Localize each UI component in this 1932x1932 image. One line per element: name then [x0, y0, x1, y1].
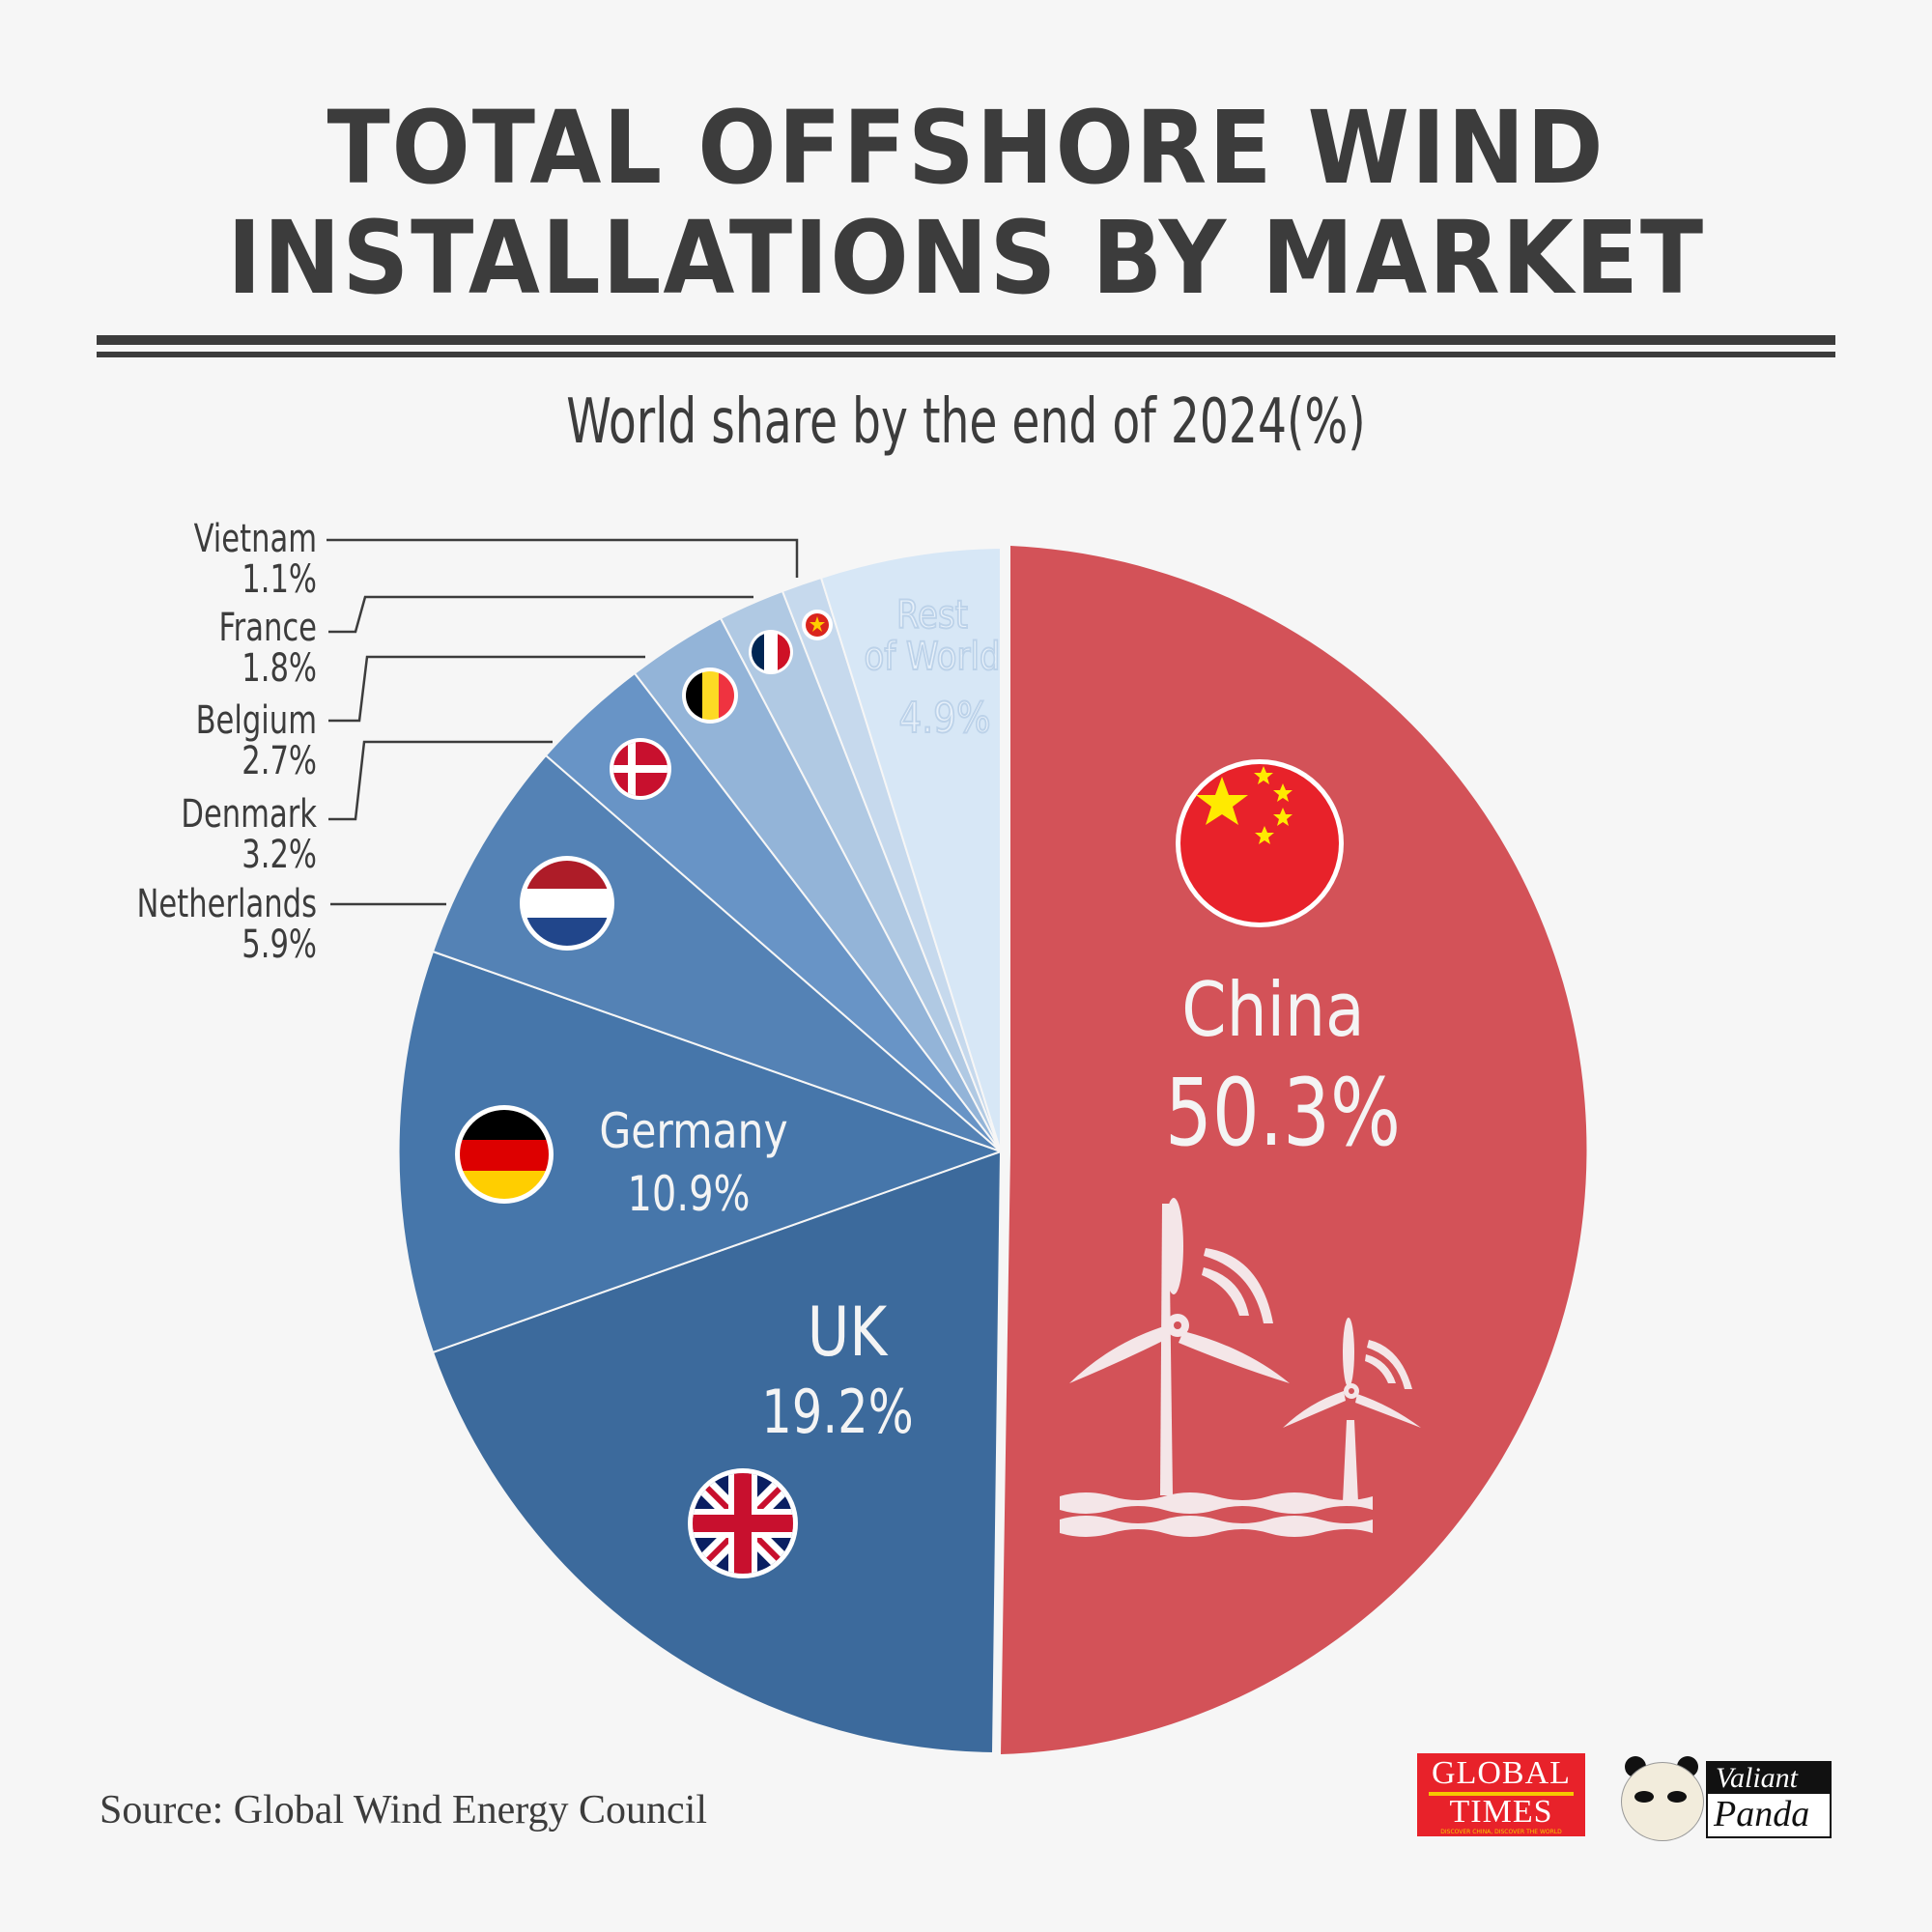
- callout-lines: [327, 538, 799, 906]
- uk-name: UK: [808, 1293, 889, 1372]
- label-france: France 1.8%: [71, 608, 317, 689]
- belgium-name: Belgium: [195, 698, 317, 743]
- row-label: Rest of World 4.9%: [864, 591, 1002, 743]
- label-netherlands: Netherlands 5.9%: [71, 884, 317, 965]
- panda-face-icon: [1621, 1762, 1704, 1841]
- netherlands-value: 5.9%: [242, 923, 317, 967]
- chart-subtitle: World share by the end of 2024(%): [566, 386, 1366, 458]
- belgium-value: 2.7%: [242, 739, 317, 783]
- vietnam-flag-icon: [802, 610, 833, 640]
- france-value: 1.8%: [242, 646, 317, 691]
- label-denmark: Denmark 3.2%: [71, 794, 317, 875]
- logo1-tagline: DISCOVER CHINA, DISCOVER THE WORLD: [1440, 1829, 1562, 1835]
- china-value: 50.3%: [1165, 1059, 1401, 1168]
- slice-labels: China 50.3% UK 19.2% Germany 10.9%: [599, 967, 1401, 1448]
- callout-line-denmark: [328, 740, 553, 821]
- panda-eye-icon: [1667, 1791, 1687, 1803]
- slice-netherlands[interactable]: [432, 754, 1002, 1152]
- denmark-flag-icon: [610, 738, 671, 800]
- row-line1: Rest: [896, 592, 968, 637]
- vietnam-name: Vietnam: [193, 517, 317, 561]
- title-divider-thick: [97, 335, 1835, 345]
- source-note: Source: Global Wind Energy Council: [99, 1788, 707, 1833]
- logo1-bar: [1429, 1792, 1574, 1796]
- wind-turbine-icon: [1060, 1198, 1421, 1537]
- valiant-panda-logo: Valiant Panda: [1621, 1756, 1832, 1841]
- global-times-logo: GLOBAL TIMES DISCOVER CHINA, DISCOVER TH…: [1417, 1753, 1585, 1836]
- slice-germany[interactable]: [397, 951, 1002, 1353]
- france-flag-icon: [749, 630, 793, 674]
- netherlands-name: Netherlands: [136, 882, 317, 926]
- panda-eye-icon: [1634, 1791, 1654, 1803]
- france-name: France: [218, 606, 317, 650]
- slice-uk[interactable]: [432, 1151, 1002, 1754]
- germany-name: Germany: [599, 1103, 787, 1159]
- chart-title-line2: INSTALLATIONS BY MARKET: [227, 199, 1705, 317]
- logo1-line2: TIMES: [1449, 1794, 1553, 1830]
- valiant-panda-wordmark: Valiant Panda: [1706, 1761, 1832, 1838]
- germany-value: 10.9%: [627, 1166, 750, 1223]
- slice-rest-of-world[interactable]: [820, 547, 1002, 1152]
- germany-flag-icon: [455, 1105, 554, 1204]
- label-vietnam: Vietnam 1.1%: [71, 519, 317, 600]
- title-divider-thin: [97, 352, 1835, 357]
- netherlands-flag-icon: [520, 856, 614, 951]
- denmark-value: 3.2%: [242, 833, 317, 877]
- china-name: China: [1181, 967, 1364, 1055]
- china-flag-icon: [1176, 759, 1344, 927]
- uk-flag-icon: [688, 1468, 798, 1578]
- logo1-line1: GLOBAL: [1432, 1755, 1571, 1791]
- logo2-line1: Valiant: [1708, 1763, 1830, 1794]
- callout-line-belgium: [328, 655, 645, 723]
- vietnam-value: 1.1%: [242, 557, 317, 602]
- denmark-name: Denmark: [181, 792, 317, 837]
- row-line2: of World: [865, 634, 1001, 678]
- label-belgium: Belgium 2.7%: [71, 700, 317, 781]
- callout-line-vietnam: [327, 538, 799, 578]
- callout-line-france: [328, 595, 753, 634]
- chart-title-line1: TOTAL OFFSHORE WIND: [327, 89, 1605, 207]
- logo2-line2: Panda: [1708, 1794, 1830, 1834]
- belgium-flag-icon: [682, 668, 738, 724]
- uk-value: 19.2%: [761, 1378, 914, 1448]
- row-value: 4.9%: [898, 693, 990, 743]
- slice-china[interactable]: [1001, 546, 1587, 1754]
